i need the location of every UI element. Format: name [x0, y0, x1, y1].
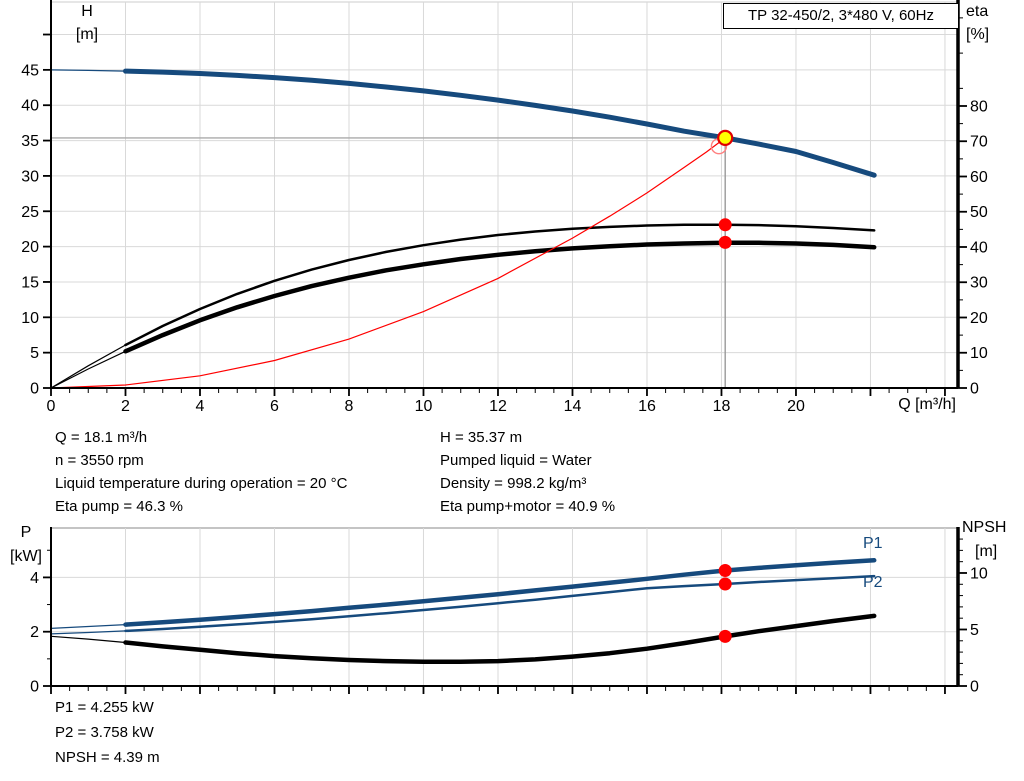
annotation-q: Q = 18.1 m³/h — [55, 429, 148, 446]
duty-dot-red — [718, 629, 732, 643]
tick-label: 16 — [638, 398, 656, 415]
series-P2-lead — [50, 575, 875, 635]
tick-label: 35 — [21, 133, 39, 150]
tick-label: 60 — [970, 169, 988, 186]
tick-label: 0 — [47, 398, 56, 415]
duty-point-marker — [717, 129, 734, 146]
tick-label: 45 — [21, 62, 39, 79]
annotation-h: H = 35.37 m — [440, 429, 523, 446]
annotation-npsh: NPSH = 4.39 m — [55, 749, 160, 766]
series-eta-pump-motor-lead — [50, 242, 875, 389]
axis-label-q: Q [m³/h] — [898, 396, 956, 413]
annotation-eta-pump-motor: Eta pump+motor = 40.9 % — [440, 498, 616, 515]
tick-label: 4 — [30, 570, 39, 587]
series-system-curve-lead — [50, 137, 726, 389]
tick-label: 20 — [787, 398, 805, 415]
tick-label: 6 — [270, 398, 279, 415]
axis-label-p-unit: [kW] — [10, 548, 42, 565]
axis-label-h-unit: [m] — [75, 26, 99, 43]
tick-label: 10 — [970, 565, 988, 582]
series-label-p1: P1 — [863, 535, 883, 552]
tick-label: 2 — [121, 398, 130, 415]
duty-dot-red — [718, 218, 732, 232]
series-P1 — [123, 558, 877, 627]
tick-label: 4 — [196, 398, 205, 415]
tick-label: 0 — [970, 381, 979, 398]
tick-label: 30 — [970, 275, 988, 292]
tick-label: 20 — [970, 310, 988, 327]
tick-label: 40 — [970, 239, 988, 256]
tick-label: 18 — [713, 398, 731, 415]
tick-label: 10 — [21, 310, 39, 327]
series-eta-pump-motor — [123, 240, 877, 354]
tick-label: 0 — [30, 381, 39, 398]
tick-label: 0 — [30, 679, 39, 696]
tick-label: 15 — [21, 274, 39, 291]
axis-label-eta-unit: [%] — [966, 26, 990, 43]
series-eta-pump-lead — [50, 224, 875, 389]
series-pump-curve-H — [123, 68, 877, 178]
axis-label-p: P — [20, 524, 32, 541]
duty-dot-red — [718, 235, 732, 249]
chart-title-box: TP 32-450/2, 3*480 V, 60Hz — [723, 3, 959, 29]
tick-label: 30 — [21, 168, 39, 185]
axis-label-h: H — [81, 3, 93, 20]
annotation-p1: P1 = 4.255 kW — [55, 699, 154, 716]
tick-label: 14 — [564, 398, 582, 415]
annotation-eta-pump: Eta pump = 46.3 % — [55, 498, 183, 515]
axis-label-eta: eta — [966, 3, 989, 20]
tick-label: 25 — [21, 204, 39, 221]
tick-label: 40 — [21, 98, 39, 115]
annotation-p2: P2 = 3.758 kW — [55, 724, 154, 741]
series-P2 — [124, 574, 876, 633]
tick-label: 20 — [21, 239, 39, 256]
tick-label: 0 — [970, 679, 979, 696]
series-NPSH — [123, 613, 877, 664]
annotation-pumped-liquid: Pumped liquid = Water — [440, 452, 592, 469]
annotation-liquid-temp: Liquid temperature during operation = 20… — [55, 475, 348, 492]
tick-label: 10 — [970, 345, 988, 362]
annotation-density: Density = 998.2 kg/m³ — [440, 475, 587, 492]
series-pump-curve-H-lead — [50, 69, 875, 176]
tick-label: 50 — [970, 204, 988, 221]
tick-label: 5 — [30, 345, 39, 362]
tick-label: 5 — [970, 622, 979, 639]
annotation-n: n = 3550 rpm — [55, 452, 144, 469]
tick-label: 8 — [345, 398, 354, 415]
duty-dot-red — [718, 564, 732, 577]
axis-label-npsh-unit: [m] — [975, 543, 998, 560]
axis-label-npsh: NPSH — [962, 519, 1007, 536]
tick-label: 70 — [970, 134, 988, 151]
series-label-p2: P2 — [863, 574, 883, 591]
series-eta-pump — [124, 223, 876, 347]
tick-label: 12 — [489, 398, 507, 415]
tick-label: 2 — [30, 624, 39, 641]
tick-label: 80 — [970, 98, 988, 115]
duty-dot-red — [718, 577, 732, 591]
tick-label: 10 — [415, 398, 433, 415]
